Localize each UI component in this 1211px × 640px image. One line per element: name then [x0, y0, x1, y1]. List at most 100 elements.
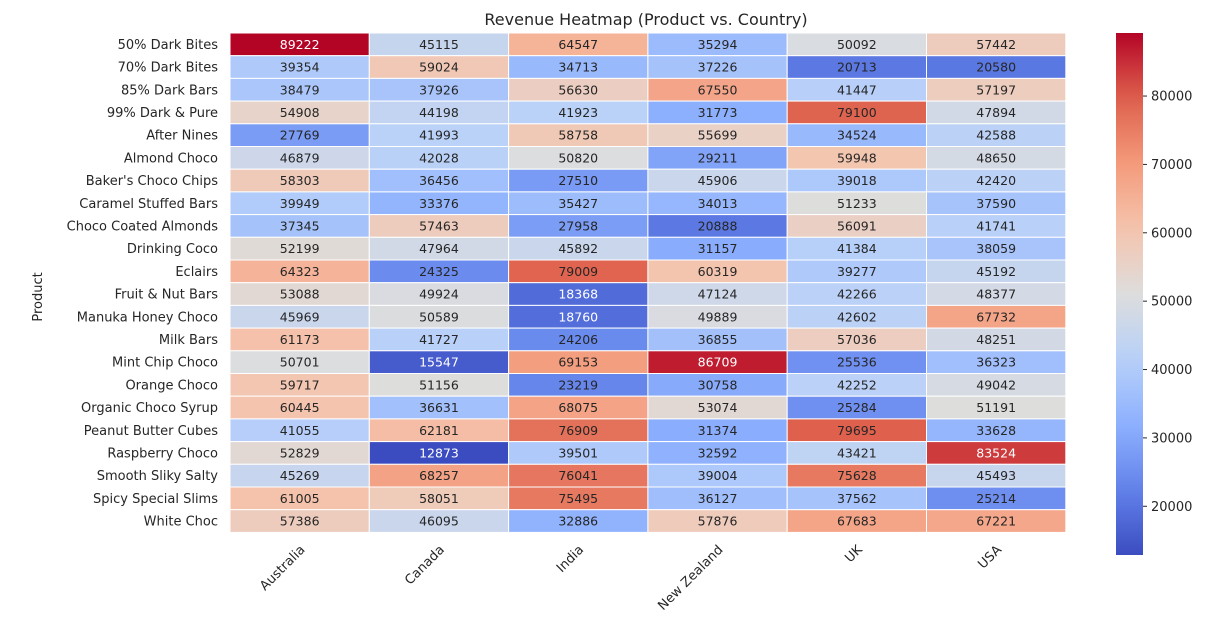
cell-value-label: 41055 — [280, 423, 320, 438]
cell-value-label: 69153 — [558, 355, 598, 370]
cell-value-label: 34713 — [558, 60, 598, 75]
cell-value-label: 48377 — [976, 287, 1016, 302]
cell-value-label: 60319 — [698, 264, 738, 279]
cell-value-label: 59024 — [419, 60, 459, 75]
column-label: India — [554, 543, 587, 576]
column-label: UK — [842, 542, 866, 566]
cell-value-label: 39354 — [280, 60, 320, 75]
cell-value-label: 52829 — [280, 445, 320, 460]
cell-value-label: 50820 — [558, 150, 598, 165]
cell-value-label: 49924 — [419, 287, 459, 302]
cell-value-label: 83524 — [976, 445, 1016, 460]
cell-value-label: 38059 — [976, 241, 1016, 256]
row-label: 50% Dark Bites — [118, 38, 219, 53]
cell-value-label: 18368 — [558, 287, 598, 302]
colorbar-tick-label: 60000 — [1151, 226, 1192, 241]
cell-value-label: 20888 — [698, 218, 738, 233]
cell-value-label: 51233 — [837, 196, 877, 211]
cell-value-label: 45493 — [976, 468, 1016, 483]
cell-value-label: 42266 — [837, 287, 877, 302]
cell-value-label: 36323 — [976, 355, 1016, 370]
cell-value-label: 36631 — [419, 400, 459, 415]
cell-value-label: 64547 — [558, 37, 598, 52]
cell-value-label: 36456 — [419, 173, 459, 188]
cell-value-label: 37590 — [976, 196, 1016, 211]
cell-value-label: 61173 — [280, 332, 320, 347]
cell-value-label: 86709 — [698, 355, 738, 370]
cell-value-label: 75495 — [558, 491, 598, 506]
row-label: Manuka Honey Choco — [77, 310, 218, 325]
cell-value-label: 15547 — [419, 355, 459, 370]
cell-value-label: 37345 — [280, 218, 320, 233]
column-label: Australia — [257, 543, 308, 594]
cell-value-label: 41741 — [976, 218, 1016, 233]
cell-value-label: 23219 — [558, 377, 598, 392]
chart-title: Revenue Heatmap (Product vs. Country) — [484, 10, 807, 29]
cell-value-label: 25536 — [837, 355, 877, 370]
cell-value-label: 42028 — [419, 150, 459, 165]
row-label: 85% Dark Bars — [121, 83, 218, 98]
cell-value-label: 12873 — [419, 445, 459, 460]
row-label: 99% Dark & Pure — [107, 106, 218, 121]
cell-value-label: 31374 — [698, 423, 738, 438]
y-axis-label: Product — [31, 272, 46, 321]
cell-value-label: 39949 — [280, 196, 320, 211]
row-label: Drinking Coco — [127, 242, 218, 257]
cell-value-label: 49042 — [976, 377, 1016, 392]
cell-value-label: 33628 — [976, 423, 1016, 438]
row-label: Choco Coated Almonds — [67, 219, 219, 234]
cell-value-label: 27769 — [280, 128, 320, 143]
cell-value-label: 58051 — [419, 491, 459, 506]
cell-value-label: 42602 — [837, 309, 877, 324]
cell-value-label: 37926 — [419, 82, 459, 97]
cell-value-label: 48650 — [976, 150, 1016, 165]
cell-value-label: 56091 — [837, 218, 877, 233]
cell-value-label: 76909 — [558, 423, 598, 438]
cell-value-label: 76041 — [558, 468, 598, 483]
row-label: Smooth Sliky Salty — [97, 469, 219, 484]
cell-value-label: 36855 — [698, 332, 738, 347]
cell-value-label: 67221 — [976, 514, 1016, 529]
cell-value-label: 67683 — [837, 514, 877, 529]
cell-value-label: 59717 — [280, 377, 320, 392]
cell-value-label: 39501 — [558, 445, 598, 460]
cell-value-label: 41923 — [558, 105, 598, 120]
cell-value-label: 39004 — [698, 468, 738, 483]
cell-value-label: 45115 — [419, 37, 459, 52]
cell-value-label: 36127 — [698, 491, 738, 506]
row-label: After Nines — [146, 129, 218, 144]
cell-value-label: 37562 — [837, 491, 877, 506]
cell-value-label: 27958 — [558, 218, 598, 233]
column-label: Canada — [402, 543, 448, 589]
cell-value-label: 32592 — [698, 445, 738, 460]
cell-value-label: 44198 — [419, 105, 459, 120]
row-label: Fruit & Nut Bars — [115, 288, 219, 303]
cell-value-label: 43421 — [837, 445, 877, 460]
cell-value-label: 41727 — [419, 332, 459, 347]
cell-value-label: 57386 — [280, 514, 320, 529]
cell-value-label: 50701 — [280, 355, 320, 370]
cell-value-label: 60445 — [280, 400, 320, 415]
cell-value-label: 56630 — [558, 82, 598, 97]
cell-value-label: 41447 — [837, 82, 877, 97]
cell-value-label: 33376 — [419, 196, 459, 211]
cell-value-label: 45269 — [280, 468, 320, 483]
cell-value-label: 45969 — [280, 309, 320, 324]
cell-value-label: 58758 — [558, 128, 598, 143]
cell-value-label: 79009 — [558, 264, 598, 279]
cell-value-label: 68075 — [558, 400, 598, 415]
cell-value-label: 61005 — [280, 491, 320, 506]
cell-value-label: 47124 — [698, 287, 738, 302]
cell-value-label: 57036 — [837, 332, 877, 347]
cell-value-label: 45192 — [976, 264, 1016, 279]
cell-value-label: 18760 — [558, 309, 598, 324]
cell-value-label: 38479 — [280, 82, 320, 97]
colorbar-tick-label: 40000 — [1151, 363, 1192, 378]
cell-value-label: 41993 — [419, 128, 459, 143]
cell-value-label: 35294 — [698, 37, 738, 52]
heatmap-cells: 89222 45115 64547 35294 50092 57442 39354 59024… — [229, 32, 1067, 533]
row-label: Caramel Stuffed Bars — [79, 197, 218, 212]
row-label: Eclairs — [175, 265, 218, 280]
cell-value-label: 75628 — [837, 468, 877, 483]
cell-value-label: 45892 — [558, 241, 598, 256]
